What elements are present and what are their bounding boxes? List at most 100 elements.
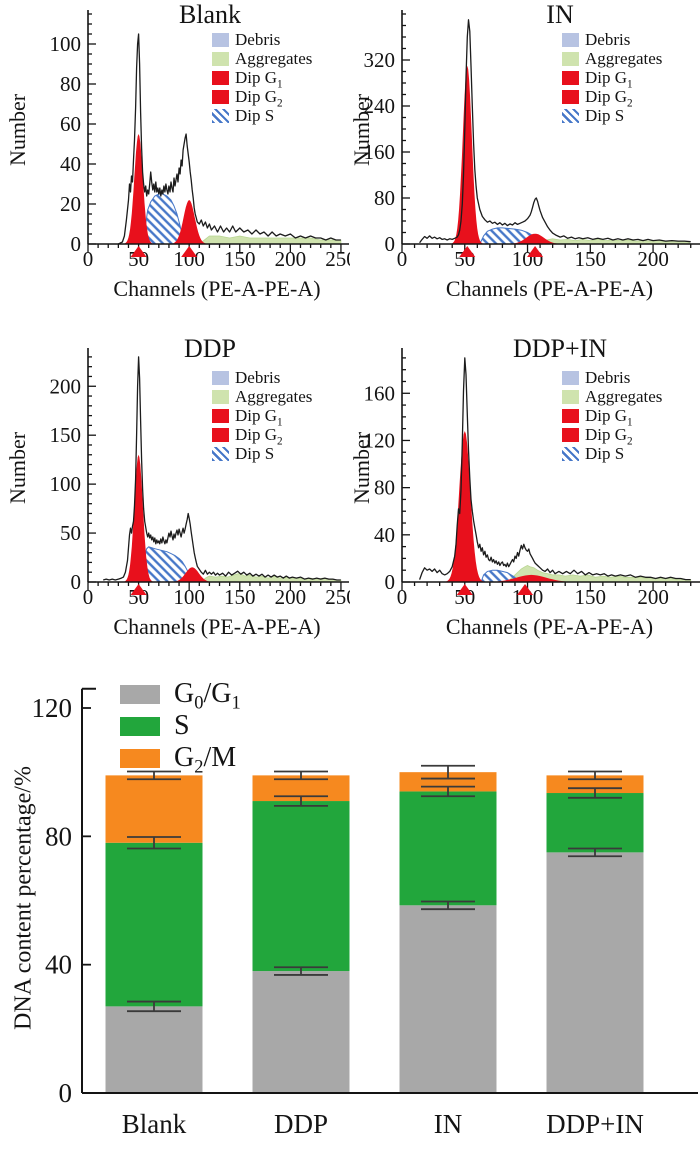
histogram-legend: Debris Aggregates Dip G1 Dip G2 Dip S <box>212 368 312 463</box>
legend-label: Dip G1 <box>235 67 283 90</box>
aggregates-swatch <box>212 389 229 404</box>
svg-text:200: 200 <box>637 585 669 609</box>
legend-label: Dip G1 <box>235 405 283 428</box>
legend-item-aggregates: Aggregates <box>562 49 662 68</box>
legend-label: Dip G2 <box>235 86 283 109</box>
svg-text:0: 0 <box>59 1078 73 1108</box>
legend-label: Dip S <box>585 443 625 463</box>
legend-label: Dip G2 <box>235 424 283 447</box>
svg-text:150: 150 <box>224 247 256 271</box>
bar-segment-ddp-in-1 <box>546 793 644 853</box>
legend-label: Aggregates <box>585 48 663 68</box>
histogram-plot-ddp: 0 50 100 150 200 250 0 50 100 150 200 <box>50 348 350 609</box>
svg-text:60: 60 <box>60 112 81 136</box>
svg-text:250: 250 <box>325 247 350 271</box>
svg-text:200: 200 <box>637 247 669 271</box>
svg-text:0: 0 <box>83 585 94 609</box>
svg-text:20: 20 <box>60 192 81 216</box>
bar-segment-in-0 <box>399 905 497 1093</box>
bar-segment-ddp-1 <box>252 801 350 972</box>
svg-text:50: 50 <box>60 521 81 545</box>
legend-item-dip-g-1: Dip G1 <box>212 405 312 428</box>
g1-peak-fill <box>124 454 153 582</box>
legend-label: Aggregates <box>235 386 313 406</box>
peak-marker-triangle <box>130 584 147 595</box>
category-label: IN <box>434 1109 463 1139</box>
red-swatch <box>212 408 229 423</box>
g1-peak-fill <box>124 134 153 244</box>
legend-label: Debris <box>585 29 631 49</box>
tick-marks <box>401 357 692 590</box>
red-swatch <box>562 70 579 85</box>
s-phase-hatch <box>143 193 185 245</box>
svg-text:200: 200 <box>50 374 82 398</box>
bar-chart-legend: G0/G1 S G2/M <box>120 678 241 777</box>
g1-peak-fill <box>446 431 484 582</box>
svg-text:50: 50 <box>128 585 149 609</box>
svg-text:0: 0 <box>397 247 408 271</box>
legend-label: G0/G1 <box>174 678 241 713</box>
legend-label: Dip G2 <box>585 86 633 109</box>
tick-marks <box>87 13 342 252</box>
legend-item-dip-s: Dip S <box>212 106 312 125</box>
legend-item-g-0-g-1: G0/G1 <box>120 678 241 713</box>
aggregates-swatch <box>212 51 229 66</box>
legend-label: Debris <box>235 29 281 49</box>
legend-label: Dip G1 <box>585 67 633 90</box>
y-axis-label: DNA content percentage/% <box>10 766 37 1030</box>
category-label: DDP+IN <box>546 1109 644 1139</box>
svg-text:240: 240 <box>364 94 396 118</box>
histogram-panel-ddp-in: 0 50 100 150 200 0 40 80 120 160 DDP+IN Number Ch… <box>349 308 700 646</box>
x-axis-label: Channels (PE-A-PE-A) <box>113 614 321 639</box>
tick-marks <box>87 356 342 590</box>
histogram-legend: Debris Aggregates Dip G1 Dip G2 Dip S <box>212 30 312 125</box>
panel-title: DDP+IN <box>512 334 608 363</box>
legend-item-debris: Debris <box>562 30 662 49</box>
red-swatch <box>562 408 579 423</box>
legend-item-dip-g-2: Dip G2 <box>562 86 662 109</box>
svg-text:80: 80 <box>45 821 72 851</box>
legend-item-dip-g-2: Dip G2 <box>562 425 662 447</box>
tick-marks <box>401 13 692 252</box>
legend-label: G2/M <box>174 742 237 777</box>
y-axis-label: Number <box>5 93 30 167</box>
y-axis-label: Number <box>5 431 30 505</box>
x-axis-label: Channels (PE-A-PE-A) <box>445 614 654 639</box>
g2-peak-fill <box>169 567 215 582</box>
error-bars <box>127 764 622 1013</box>
legend-item-dip-s: Dip S <box>562 106 662 125</box>
orange-swatch <box>120 748 160 768</box>
category-label: DDP <box>274 1109 328 1139</box>
g2-peak-fill <box>505 233 565 244</box>
legend-label: Debris <box>585 367 631 387</box>
svg-text:100: 100 <box>173 585 205 609</box>
red-swatch <box>562 89 579 104</box>
svg-text:50: 50 <box>128 247 149 271</box>
svg-text:0: 0 <box>385 232 396 256</box>
bar-segment-blank-2 <box>105 775 203 843</box>
x-axis-label: Channels (PE-A-PE-A) <box>113 276 321 301</box>
histogram-panel-in: 0 50 100 150 200 0 80 160 240 320 IN Number Chann… <box>349 0 700 308</box>
debris-swatch <box>212 370 229 385</box>
svg-text:0: 0 <box>385 570 396 594</box>
red-swatch <box>212 70 229 85</box>
legend-label: Dip S <box>585 105 625 125</box>
aggregates-fill <box>198 235 342 245</box>
svg-text:200: 200 <box>275 247 307 271</box>
histogram-curve <box>419 19 691 244</box>
legend-item-aggregates: Aggregates <box>212 49 312 68</box>
axes <box>87 10 349 245</box>
x-axis-label: Channels (PE-A-PE-A) <box>445 276 654 301</box>
bar-segment-ddp-in-0 <box>546 852 644 1093</box>
panel-title: IN <box>546 0 574 29</box>
histogram-curve <box>118 33 341 245</box>
debris-swatch <box>212 32 229 47</box>
bar-segment-blank-0 <box>105 1006 203 1093</box>
legend-item-dip-g-2: Dip G2 <box>212 86 312 109</box>
histogram-plot-blank: 050100150200250020406080100 <box>50 10 350 271</box>
hatch-swatch <box>562 108 579 123</box>
legend-label: Dip S <box>235 443 275 463</box>
